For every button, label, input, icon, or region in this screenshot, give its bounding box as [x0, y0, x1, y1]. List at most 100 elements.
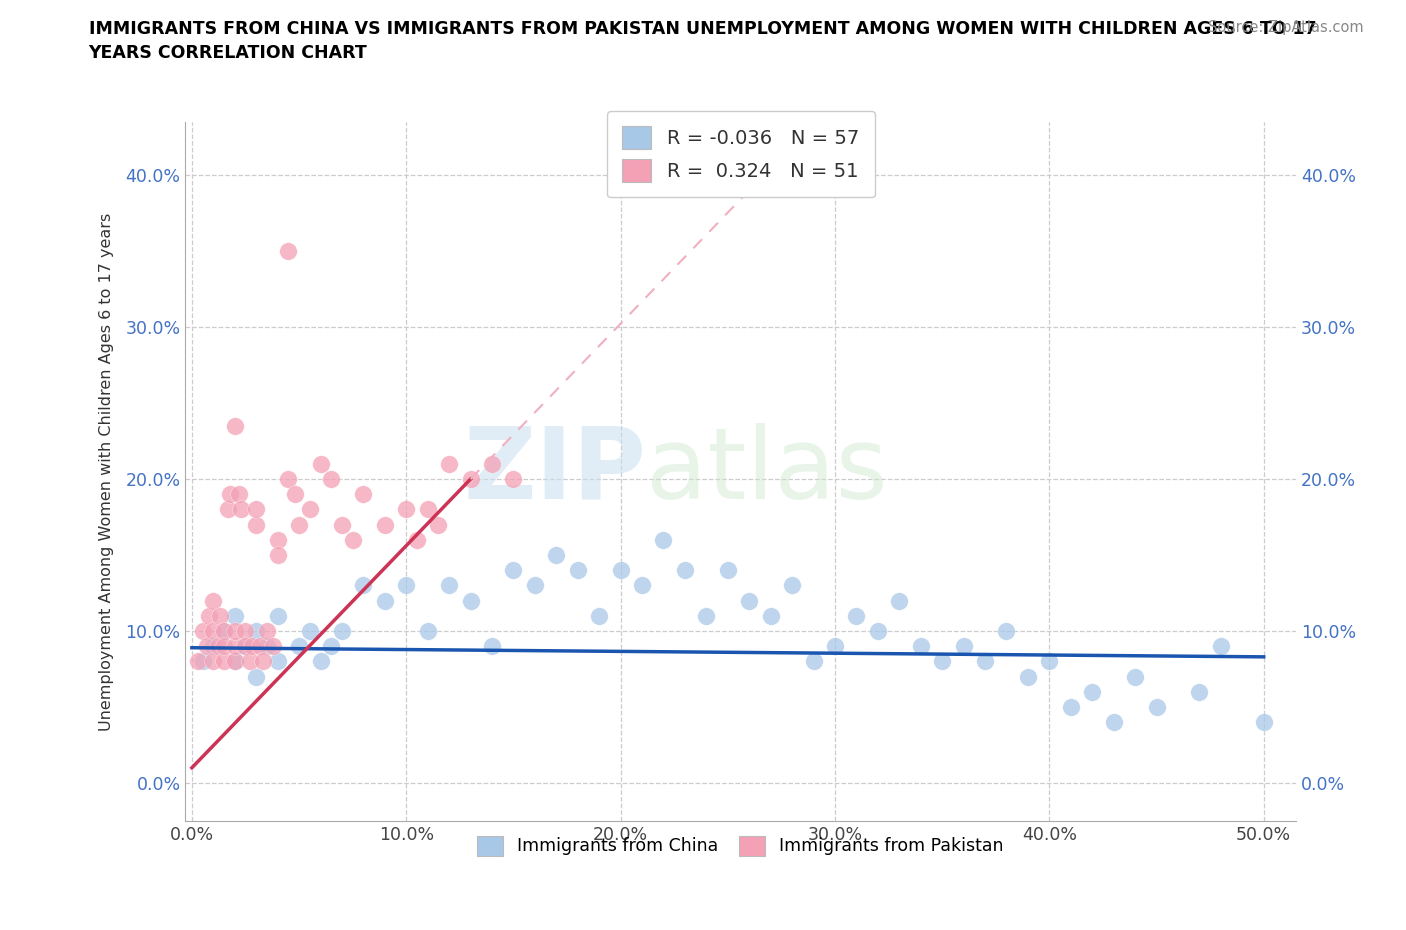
Point	[395, 502, 418, 517]
Point	[202, 654, 225, 669]
Point	[212, 654, 235, 669]
Point	[1081, 684, 1104, 699]
Point	[1038, 654, 1060, 669]
Point	[207, 639, 229, 654]
Point	[202, 593, 225, 608]
Point	[224, 654, 246, 669]
Point	[406, 532, 429, 547]
Point	[502, 563, 524, 578]
Point	[1060, 699, 1083, 714]
Point	[974, 654, 997, 669]
Point	[609, 563, 631, 578]
Point	[481, 457, 503, 472]
Point	[219, 486, 242, 501]
Point	[631, 578, 654, 592]
Point	[224, 608, 246, 623]
Point	[321, 472, 343, 486]
Point	[235, 639, 257, 654]
Point	[1209, 639, 1232, 654]
Point	[309, 654, 332, 669]
Point	[460, 593, 482, 608]
Point	[1188, 684, 1211, 699]
Point	[212, 624, 235, 639]
Point	[235, 639, 257, 654]
Point	[202, 624, 225, 639]
Point	[191, 624, 214, 639]
Point	[866, 624, 889, 639]
Point	[416, 624, 439, 639]
Point	[245, 517, 267, 532]
Point	[245, 670, 267, 684]
Point	[321, 639, 343, 654]
Point	[198, 608, 221, 623]
Point	[437, 457, 460, 472]
Point	[352, 486, 374, 501]
Point	[195, 639, 218, 654]
Point	[266, 548, 288, 563]
Point	[1253, 715, 1275, 730]
Point	[995, 624, 1018, 639]
Text: atlas: atlas	[647, 423, 889, 520]
Point	[298, 502, 321, 517]
Point	[803, 654, 825, 669]
Point	[910, 639, 932, 654]
Point	[252, 654, 274, 669]
Point	[695, 608, 717, 623]
Point	[231, 502, 253, 517]
Point	[845, 608, 868, 623]
Point	[952, 639, 974, 654]
Point	[235, 624, 257, 639]
Point	[228, 486, 250, 501]
Point	[239, 654, 262, 669]
Point	[245, 624, 267, 639]
Point	[266, 608, 288, 623]
Point	[824, 639, 846, 654]
Point	[330, 517, 353, 532]
Point	[931, 654, 953, 669]
Point	[1146, 699, 1168, 714]
Point	[437, 578, 460, 592]
Point	[224, 624, 246, 639]
Point	[288, 517, 311, 532]
Point	[212, 624, 235, 639]
Point	[374, 517, 396, 532]
Point	[1123, 670, 1146, 684]
Point	[256, 639, 278, 654]
Text: IMMIGRANTS FROM CHINA VS IMMIGRANTS FROM PAKISTAN UNEMPLOYMENT AMONG WOMEN WITH : IMMIGRANTS FROM CHINA VS IMMIGRANTS FROM…	[89, 20, 1316, 62]
Legend: Immigrants from China, Immigrants from Pakistan: Immigrants from China, Immigrants from P…	[471, 829, 1011, 863]
Point	[249, 639, 271, 654]
Point	[298, 624, 321, 639]
Point	[588, 608, 610, 623]
Point	[567, 563, 589, 578]
Point	[416, 502, 439, 517]
Point	[889, 593, 911, 608]
Point	[217, 502, 239, 517]
Point	[460, 472, 482, 486]
Point	[191, 654, 214, 669]
Point	[277, 472, 299, 486]
Point	[427, 517, 450, 532]
Point	[780, 578, 803, 592]
Point	[288, 639, 311, 654]
Point	[224, 418, 246, 433]
Point	[208, 608, 231, 623]
Point	[224, 639, 246, 654]
Point	[1017, 670, 1039, 684]
Text: Source: ZipAtlas.com: Source: ZipAtlas.com	[1208, 20, 1364, 35]
Point	[224, 654, 246, 669]
Point	[212, 639, 235, 654]
Point	[277, 244, 299, 259]
Point	[284, 486, 307, 501]
Point	[717, 563, 740, 578]
Point	[266, 654, 288, 669]
Point	[374, 593, 396, 608]
Point	[245, 502, 267, 517]
Point	[1102, 715, 1125, 730]
Point	[523, 578, 546, 592]
Point	[256, 624, 278, 639]
Point	[759, 608, 782, 623]
Point	[738, 593, 761, 608]
Text: ZIP: ZIP	[464, 423, 647, 520]
Point	[546, 548, 568, 563]
Point	[262, 639, 284, 654]
